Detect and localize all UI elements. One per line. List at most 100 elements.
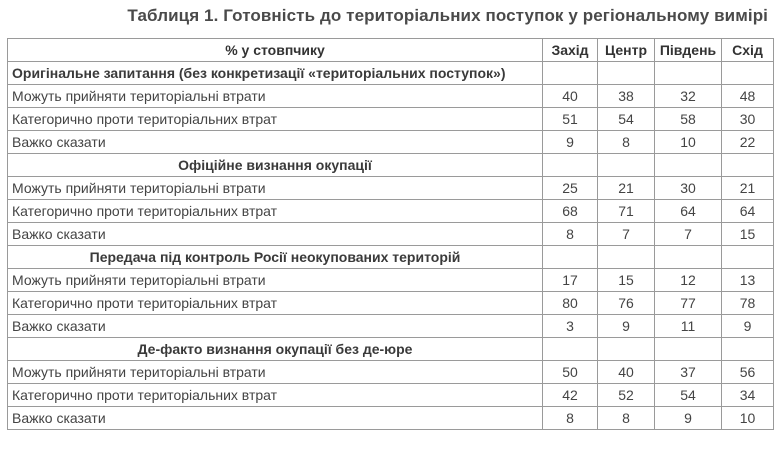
cell-value: 78 [721, 291, 774, 315]
cell-value: 37 [654, 360, 722, 384]
section-title: Передача під контроль Росії неокупованих… [7, 245, 543, 269]
section-title: Оригінальне запитання (без конкретизації… [7, 61, 543, 85]
cell-value: 30 [654, 176, 722, 200]
section-row: Офіційне визнання окупації [7, 153, 774, 177]
section-row: Де-факто визнання окупації без де-юре [7, 337, 774, 361]
cell-value: 38 [597, 84, 655, 108]
cell-value: 51 [542, 107, 598, 131]
cell-value: 9 [654, 406, 722, 430]
cell-value: 54 [654, 383, 722, 407]
row-label: Важко сказати [7, 314, 543, 338]
cell-value: 7 [597, 222, 655, 246]
table-row: Важко сказати 8 7 7 15 [7, 222, 774, 246]
cell-value: 40 [542, 84, 598, 108]
section-row: Оригінальне запитання (без конкретизації… [7, 61, 774, 85]
column-header-label: % у стовпчику [7, 38, 543, 62]
section-title: Де-факто визнання окупації без де-юре [7, 337, 543, 361]
blank-cell [542, 337, 598, 361]
cell-value: 13 [721, 268, 774, 292]
section-title: Офіційне визнання окупації [7, 153, 543, 177]
blank-cell [654, 61, 722, 85]
cell-value: 21 [721, 176, 774, 200]
cell-value: 12 [654, 268, 722, 292]
column-header-west: Захід [542, 38, 598, 62]
cell-value: 54 [597, 107, 655, 131]
cell-value: 42 [542, 383, 598, 407]
cell-value: 9 [597, 314, 655, 338]
row-label: Категорично проти територіальних втрат [7, 199, 543, 223]
column-header-center: Центр [597, 38, 655, 62]
table-row: Важко сказати 3 9 11 9 [7, 314, 774, 338]
section-row: Передача під контроль Росії неокупованих… [7, 245, 774, 269]
table-row: Категорично проти територіальних втрат 4… [7, 383, 774, 407]
cell-value: 25 [542, 176, 598, 200]
blank-cell [542, 61, 598, 85]
cell-value: 9 [542, 130, 598, 154]
table-row: Можуть прийняти територіальні втрати 40 … [7, 84, 774, 108]
cell-value: 8 [542, 406, 598, 430]
blank-cell [721, 153, 774, 177]
row-label: Можуть прийняти територіальні втрати [7, 176, 543, 200]
blank-cell [597, 153, 655, 177]
blank-cell [721, 337, 774, 361]
cell-value: 30 [721, 107, 774, 131]
column-header-east: Схід [721, 38, 774, 62]
table-title: Таблиця 1. Готовність до територіальних … [127, 6, 768, 25]
cell-value: 7 [654, 222, 722, 246]
row-label: Категорично проти територіальних втрат [7, 107, 543, 131]
cell-value: 10 [654, 130, 722, 154]
blank-cell [654, 153, 722, 177]
table-row: Можуть прийняти територіальні втрати 25 … [7, 176, 774, 200]
cell-value: 80 [542, 291, 598, 315]
cell-value: 71 [597, 199, 655, 223]
cell-value: 52 [597, 383, 655, 407]
table-row: Можуть прийняти територіальні втрати 50 … [7, 360, 774, 384]
cell-value: 3 [542, 314, 598, 338]
table-row: Можуть прийняти територіальні втрати 17 … [7, 268, 774, 292]
data-table: % у стовпчику Захід Центр Південь Схід О… [7, 38, 774, 430]
table-row: Категорично проти територіальних втрат 6… [7, 199, 774, 223]
row-label: Важко сказати [7, 222, 543, 246]
cell-value: 76 [597, 291, 655, 315]
cell-value: 58 [654, 107, 722, 131]
cell-value: 11 [654, 314, 722, 338]
column-header-south: Південь [654, 38, 722, 62]
blank-cell [721, 61, 774, 85]
row-label: Можуть прийняти територіальні втрати [7, 84, 543, 108]
blank-cell [654, 245, 722, 269]
blank-cell [542, 245, 598, 269]
cell-value: 50 [542, 360, 598, 384]
cell-value: 8 [542, 222, 598, 246]
cell-value: 9 [721, 314, 774, 338]
blank-cell [597, 245, 655, 269]
cell-value: 8 [597, 406, 655, 430]
row-label: Можуть прийняти територіальні втрати [7, 360, 543, 384]
cell-value: 22 [721, 130, 774, 154]
row-label: Категорично проти територіальних втрат [7, 383, 543, 407]
row-label: Важко сказати [7, 406, 543, 430]
cell-value: 10 [721, 406, 774, 430]
cell-value: 64 [721, 199, 774, 223]
cell-value: 48 [721, 84, 774, 108]
cell-value: 15 [721, 222, 774, 246]
row-label: Важко сказати [7, 130, 543, 154]
cell-value: 64 [654, 199, 722, 223]
cell-value: 17 [542, 268, 598, 292]
header-row: % у стовпчику Захід Центр Південь Схід [7, 38, 774, 62]
cell-value: 77 [654, 291, 722, 315]
row-label: Категорично проти територіальних втрат [7, 291, 543, 315]
cell-value: 68 [542, 199, 598, 223]
blank-cell [597, 337, 655, 361]
blank-cell [542, 153, 598, 177]
cell-value: 34 [721, 383, 774, 407]
cell-value: 56 [721, 360, 774, 384]
table-row: Категорично проти територіальних втрат 8… [7, 291, 774, 315]
blank-cell [654, 337, 722, 361]
row-label: Можуть прийняти територіальні втрати [7, 268, 543, 292]
cell-value: 40 [597, 360, 655, 384]
blank-cell [721, 245, 774, 269]
cell-value: 8 [597, 130, 655, 154]
cell-value: 21 [597, 176, 655, 200]
cell-value: 32 [654, 84, 722, 108]
cell-value: 15 [597, 268, 655, 292]
